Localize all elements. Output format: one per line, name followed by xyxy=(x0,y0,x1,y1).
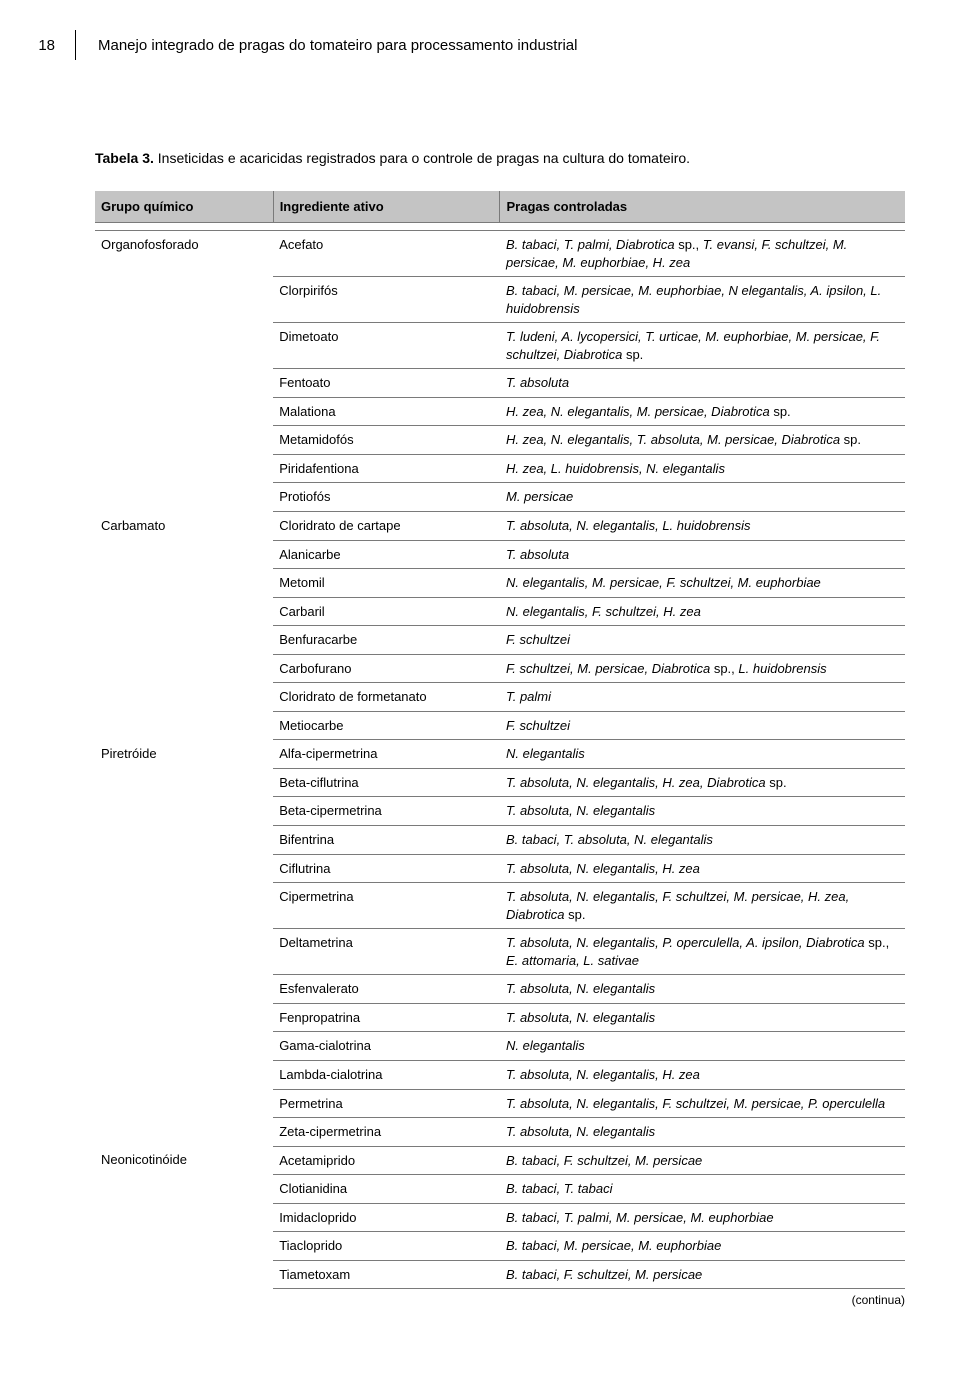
page-number: 18 xyxy=(20,37,55,54)
ingredient-cell: Cloridrato de cartape xyxy=(273,512,500,541)
pragas-cell: T. absoluta xyxy=(500,369,905,398)
caption-label: Tabela 3. xyxy=(95,150,154,166)
ingredient-cell: Acefato xyxy=(273,231,500,277)
group-cell: Carbamato xyxy=(95,512,273,740)
ingredient-cell: Malationa xyxy=(273,397,500,426)
ingredient-cell: Clotianidina xyxy=(273,1175,500,1204)
ingredient-cell: Protiofós xyxy=(273,483,500,512)
table-body: OrganofosforadoAcefatoB. tabaci, T. palm… xyxy=(95,223,905,1289)
group-cell: Neonicotinóide xyxy=(95,1146,273,1289)
ingredient-cell: Alanicarbe xyxy=(273,540,500,569)
pragas-cell: T. absoluta, N. elegantalis xyxy=(500,1118,905,1147)
ingredient-cell: Carbaril xyxy=(273,597,500,626)
ingredient-cell: Carbofurano xyxy=(273,654,500,683)
table-row: CarbamatoCloridrato de cartapeT. absolut… xyxy=(95,512,905,541)
pragas-cell: T. absoluta, N. elegantalis, L. huidobre… xyxy=(500,512,905,541)
pragas-cell: B. tabaci, M. persicae, M. euphorbiae xyxy=(500,1232,905,1261)
ingredient-cell: Cipermetrina xyxy=(273,883,500,929)
header-grupo: Grupo químico xyxy=(95,191,273,223)
ingredient-cell: Tiacloprido xyxy=(273,1232,500,1261)
ingredient-cell: Deltametrina xyxy=(273,929,500,975)
ingredient-cell: Fenpropatrina xyxy=(273,1003,500,1032)
page: 18 Manejo integrado de pragas do tomatei… xyxy=(0,0,960,1327)
pragas-cell: B. tabaci, F. schultzei, M. persicae xyxy=(500,1146,905,1175)
ingredient-cell: Gama-cialotrina xyxy=(273,1032,500,1061)
pragas-cell: T. absoluta, N. elegantalis xyxy=(500,797,905,826)
ingredient-cell: Beta-ciflutrina xyxy=(273,768,500,797)
ingredient-cell: Metamidofós xyxy=(273,426,500,455)
ingredient-cell: Piridafentiona xyxy=(273,454,500,483)
pragas-cell: B. tabaci, M. persicae, M. euphorbiae, N… xyxy=(500,277,905,323)
pragas-cell: B. tabaci, T. absoluta, N. elegantalis xyxy=(500,826,905,855)
pragas-cell: T. absoluta, N. elegantalis xyxy=(500,975,905,1004)
pragas-cell: H. zea, N. elegantalis, M. persicae, Dia… xyxy=(500,397,905,426)
page-header: 18 Manejo integrado de pragas do tomatei… xyxy=(20,30,905,60)
header-divider xyxy=(75,30,76,60)
ingredient-cell: Esfenvalerato xyxy=(273,975,500,1004)
spacer-row xyxy=(95,223,905,231)
ingredient-cell: Lambda-cialotrina xyxy=(273,1060,500,1089)
pragas-cell: B. tabaci, T. palmi, M. persicae, M. eup… xyxy=(500,1203,905,1232)
pragas-cell: H. zea, L. huidobrensis, N. elegantalis xyxy=(500,454,905,483)
pragas-cell: M. persicae xyxy=(500,483,905,512)
ingredient-cell: Alfa-cipermetrina xyxy=(273,740,500,769)
pragas-cell: T. absoluta, N. elegantalis, F. schultze… xyxy=(500,1089,905,1118)
pragas-cell: T. absoluta xyxy=(500,540,905,569)
ingredient-cell: Bifentrina xyxy=(273,826,500,855)
pragas-cell: T. absoluta, N. elegantalis, H. zea, Dia… xyxy=(500,768,905,797)
ingredient-cell: Permetrina xyxy=(273,1089,500,1118)
pragas-cell: T. absoluta, N. elegantalis xyxy=(500,1003,905,1032)
ingredient-cell: Fentoato xyxy=(273,369,500,398)
table-row: PiretróideAlfa-cipermetrinaN. elegantali… xyxy=(95,740,905,769)
ingredient-cell: Metomil xyxy=(273,569,500,598)
pragas-cell: N. elegantalis xyxy=(500,740,905,769)
ingredient-cell: Clorpirifós xyxy=(273,277,500,323)
ingredient-cell: Beta-cipermetrina xyxy=(273,797,500,826)
pragas-cell: F. schultzei xyxy=(500,626,905,655)
pragas-cell: B. tabaci, T. tabaci xyxy=(500,1175,905,1204)
pesticide-table: Grupo químico Ingrediente ativo Pragas c… xyxy=(95,191,905,1289)
ingredient-cell: Acetamiprido xyxy=(273,1146,500,1175)
pragas-cell: T. absoluta, N. elegantalis, P. opercule… xyxy=(500,929,905,975)
table-caption: Tabela 3. Inseticidas e acaricidas regis… xyxy=(95,150,905,166)
group-cell: Organofosforado xyxy=(95,231,273,512)
ingredient-cell: Zeta-cipermetrina xyxy=(273,1118,500,1147)
pragas-cell: N. elegantalis, F. schultzei, H. zea xyxy=(500,597,905,626)
pragas-cell: F. schultzei xyxy=(500,711,905,740)
pragas-cell: B. tabaci, T. palmi, Diabrotica sp., T. … xyxy=(500,231,905,277)
pragas-cell: N. elegantalis xyxy=(500,1032,905,1061)
pragas-cell: N. elegantalis, M. persicae, F. schultze… xyxy=(500,569,905,598)
pragas-cell: B. tabaci, F. schultzei, M. persicae xyxy=(500,1260,905,1289)
ingredient-cell: Benfuracarbe xyxy=(273,626,500,655)
pragas-cell: T. absoluta, N. elegantalis, H. zea xyxy=(500,1060,905,1089)
content-area: Tabela 3. Inseticidas e acaricidas regis… xyxy=(95,150,905,1307)
table-header-row: Grupo químico Ingrediente ativo Pragas c… xyxy=(95,191,905,223)
table-row: OrganofosforadoAcefatoB. tabaci, T. palm… xyxy=(95,231,905,277)
caption-text: Inseticidas e acaricidas registrados par… xyxy=(154,150,690,166)
ingredient-cell: Ciflutrina xyxy=(273,854,500,883)
pragas-cell: T. ludeni, A. lycopersici, T. urticae, M… xyxy=(500,323,905,369)
pragas-cell: T. absoluta, N. elegantalis, H. zea xyxy=(500,854,905,883)
continua-label: (continua) xyxy=(95,1293,905,1307)
ingredient-cell: Metiocarbe xyxy=(273,711,500,740)
ingredient-cell: Cloridrato de formetanato xyxy=(273,683,500,712)
running-title: Manejo integrado de pragas do tomateiro … xyxy=(98,37,577,54)
group-cell: Piretróide xyxy=(95,740,273,1146)
ingredient-cell: Tiametoxam xyxy=(273,1260,500,1289)
pragas-cell: H. zea, N. elegantalis, T. absoluta, M. … xyxy=(500,426,905,455)
ingredient-cell: Imidacloprido xyxy=(273,1203,500,1232)
ingredient-cell: Dimetoato xyxy=(273,323,500,369)
pragas-cell: T. absoluta, N. elegantalis, F. schultze… xyxy=(500,883,905,929)
header-pragas: Pragas controladas xyxy=(500,191,905,223)
pragas-cell: F. schultzei, M. persicae, Diabrotica sp… xyxy=(500,654,905,683)
header-ingrediente: Ingrediente ativo xyxy=(273,191,500,223)
pragas-cell: T. palmi xyxy=(500,683,905,712)
table-row: NeonicotinóideAcetamipridoB. tabaci, F. … xyxy=(95,1146,905,1175)
